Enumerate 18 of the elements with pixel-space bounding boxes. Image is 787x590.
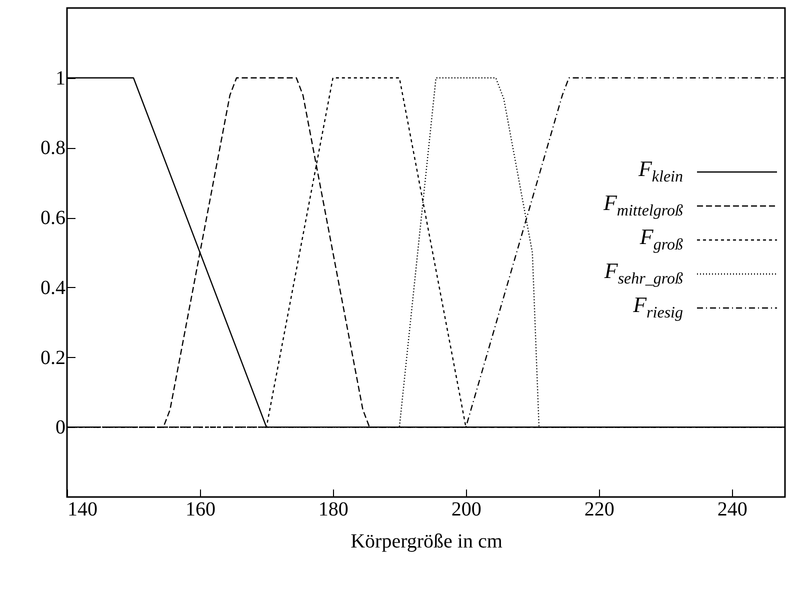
y-tick-label: 0.2 xyxy=(40,346,66,369)
x-axis-title: Körpergröße in cm xyxy=(350,530,503,552)
y-tick-label: 0 xyxy=(56,416,66,439)
legend-label: F$_{mittelgroß}$ xyxy=(603,190,683,221)
x-tick-label: 220 xyxy=(584,498,614,520)
y-tick-label: 0.6 xyxy=(40,207,66,230)
legend-label: F$_{riesig}$ xyxy=(633,292,683,323)
y-tick-label: 1 xyxy=(56,67,66,90)
x-tick-label: 160 xyxy=(185,498,216,520)
x-tick-label: 200 xyxy=(451,498,482,520)
x-tick-label: 140 xyxy=(68,498,98,520)
x-tick-label: 180 xyxy=(318,498,348,520)
y-tick-label: 0.4 xyxy=(40,276,66,299)
legend-label: F$_{klein}$ xyxy=(638,156,683,187)
legend-label: F$_{groß}$ xyxy=(640,224,683,255)
legend-label: F$_{sehr_groß}$ xyxy=(604,258,683,289)
y-tick-label: 0.8 xyxy=(40,137,66,160)
x-tick-label: 240 xyxy=(717,498,748,520)
